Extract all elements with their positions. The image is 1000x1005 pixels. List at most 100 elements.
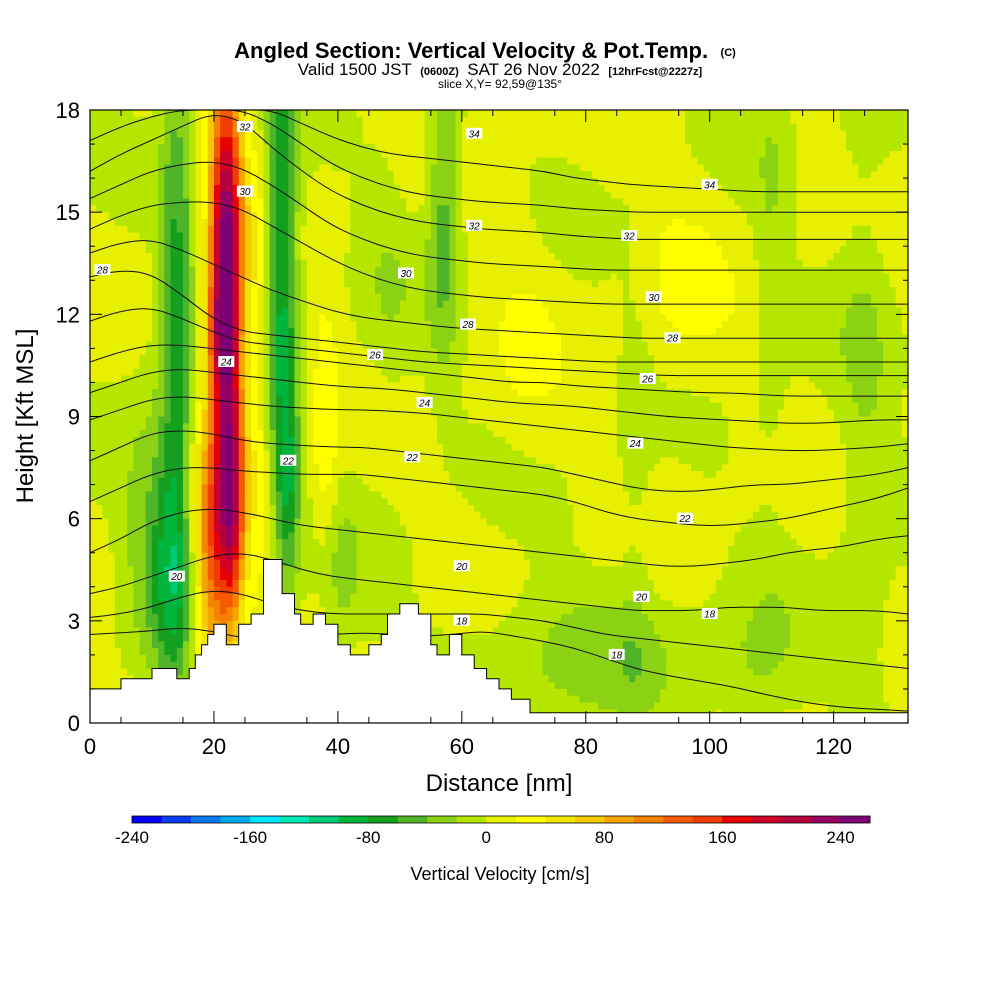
velocity-cell (591, 327, 599, 336)
velocity-cell (319, 171, 327, 179)
velocity-cell (282, 232, 289, 241)
velocity-cell (468, 212, 475, 220)
velocity-cell (870, 178, 878, 186)
velocity-cell (288, 300, 296, 309)
velocity-cell (443, 110, 451, 118)
velocity-cell (120, 144, 128, 152)
velocity-cell (641, 178, 649, 186)
velocity-cell (263, 123, 271, 132)
velocity-cell (622, 287, 630, 295)
velocity-cell (443, 259, 451, 268)
velocity-cell (145, 307, 153, 315)
velocity-cell (244, 273, 252, 281)
velocity-cell (629, 225, 636, 234)
velocity-cell (362, 287, 370, 295)
velocity-cell (96, 232, 103, 241)
velocity-cell (387, 123, 395, 132)
velocity-cell (703, 293, 711, 302)
velocity-cell (616, 198, 624, 206)
velocity-cell (368, 198, 376, 206)
velocity-cell (90, 273, 97, 281)
velocity-cell (399, 321, 407, 329)
velocity-cell (170, 307, 178, 315)
velocity-cell (399, 191, 407, 200)
velocity-cell (715, 144, 723, 152)
velocity-cell (102, 178, 110, 186)
velocity-cell (678, 293, 686, 302)
velocity-cell (771, 171, 779, 179)
velocity-cell (189, 334, 196, 343)
velocity-cell (244, 239, 252, 247)
velocity-cell (548, 327, 556, 336)
velocity-cell (616, 327, 624, 336)
velocity-cell (877, 198, 884, 206)
velocity-cell (610, 164, 618, 172)
velocity-cell (133, 218, 141, 227)
velocity-cell (492, 239, 500, 247)
velocity-cell (195, 280, 203, 288)
velocity-cell (430, 314, 438, 322)
velocity-cell (740, 110, 748, 118)
velocity-cell (170, 218, 178, 227)
velocity-cell (753, 239, 760, 247)
velocity-cell (877, 178, 884, 186)
velocity-cell (220, 116, 227, 125)
velocity-cell (226, 321, 234, 329)
velocity-cell (90, 116, 97, 125)
velocity-cell (313, 178, 320, 186)
velocity-cell (889, 314, 897, 322)
velocity-cell (139, 164, 147, 172)
velocity-cell (635, 348, 643, 356)
velocity-cell (368, 334, 376, 343)
velocity-cell (331, 334, 339, 343)
velocity-cell (269, 253, 277, 261)
velocity-cell (182, 246, 190, 254)
velocity-cell (846, 191, 853, 200)
velocity-cell (870, 171, 878, 179)
velocity-cell (238, 232, 246, 241)
velocity-cell (480, 130, 488, 138)
velocity-cell (901, 171, 908, 179)
velocity-cell (499, 348, 506, 356)
velocity-cell (622, 239, 630, 247)
velocity-cell (604, 116, 612, 125)
velocity-cell (839, 321, 847, 329)
velocity-cell (362, 253, 370, 261)
velocity-cell (306, 314, 314, 322)
velocity-cell (523, 307, 531, 315)
velocity-cell (734, 205, 742, 213)
velocity-cell (269, 348, 277, 356)
velocity-cell (319, 184, 327, 193)
velocity-cell (870, 110, 878, 118)
velocity-cell (610, 362, 618, 370)
velocity-cell (784, 137, 791, 145)
velocity-cell (554, 341, 562, 349)
velocity-cell (226, 198, 234, 206)
velocity-cell (864, 273, 872, 281)
velocity-cell (418, 273, 426, 281)
velocity-cell (108, 144, 116, 152)
velocity-cell (282, 137, 289, 145)
velocity-cell (486, 334, 494, 343)
velocity-cell (151, 157, 159, 166)
velocity-cell (102, 280, 110, 288)
velocity-cell (424, 205, 432, 213)
velocity-cell (114, 198, 122, 206)
velocity-cell (771, 205, 779, 213)
velocity-cell (182, 300, 190, 309)
velocity-cell (201, 191, 209, 200)
velocity-cell (808, 198, 816, 206)
velocity-cell (523, 273, 531, 281)
velocity-cell (368, 280, 376, 288)
velocity-cell (511, 321, 519, 329)
velocity-cell (350, 184, 358, 193)
velocity-cell (319, 225, 327, 234)
velocity-cell (734, 307, 742, 315)
velocity-cell (238, 144, 246, 152)
velocity-cell (201, 110, 209, 118)
velocity-cell (164, 355, 172, 363)
velocity-cell (300, 137, 308, 145)
velocity-cell (350, 218, 358, 227)
velocity-cell (647, 144, 655, 152)
velocity-cell (591, 137, 599, 145)
